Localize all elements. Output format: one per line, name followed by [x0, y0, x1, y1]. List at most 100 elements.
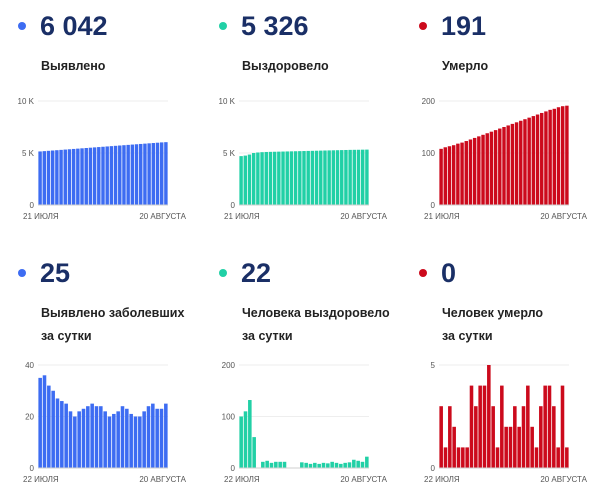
bar — [105, 146, 109, 205]
bar — [76, 148, 80, 205]
bar — [293, 151, 298, 205]
bar — [125, 408, 129, 468]
bar — [51, 390, 55, 468]
x-start-label: 21 ИЮЛЯ — [224, 212, 260, 221]
bar — [352, 149, 357, 205]
bar — [464, 141, 468, 205]
bar — [274, 461, 278, 468]
bar — [439, 406, 443, 468]
bar — [252, 437, 256, 468]
bar — [265, 460, 269, 468]
y-tick-label: 10 K — [18, 97, 35, 106]
bar — [94, 406, 99, 468]
bar — [548, 109, 552, 205]
bar — [556, 447, 560, 468]
bar — [508, 426, 513, 468]
bar — [465, 447, 469, 468]
bar — [101, 146, 105, 205]
bar — [523, 119, 527, 205]
bar — [519, 120, 523, 205]
bar — [248, 400, 252, 468]
bar — [109, 146, 114, 205]
bar — [97, 147, 101, 205]
bar — [260, 152, 264, 205]
bar — [531, 116, 536, 205]
bar — [443, 447, 448, 468]
bar — [365, 456, 369, 468]
bar — [314, 150, 319, 205]
bar — [38, 151, 42, 205]
bar — [513, 406, 517, 468]
bar — [42, 375, 47, 468]
bar — [239, 156, 243, 205]
bar — [155, 142, 160, 205]
stat-value: 25 — [40, 258, 71, 288]
bar — [527, 117, 531, 205]
stat-label: Выявлено — [41, 59, 106, 73]
bar — [86, 406, 90, 468]
bar — [277, 151, 281, 205]
bar — [543, 385, 547, 468]
bar — [502, 127, 506, 205]
bar — [139, 143, 143, 205]
y-tick-label: 0 — [431, 201, 436, 210]
bar — [298, 151, 302, 205]
x-start-label: 22 ИЮЛЯ — [23, 475, 59, 484]
bar — [552, 406, 556, 468]
bar — [500, 385, 504, 468]
bar-chart: 0 5 K 10 K 21 ИЮЛЯ 20 АВГУСТА — [18, 97, 187, 221]
panel-deaths: 191 Умерло 0 100 200 21 ИЮЛЯ 20 АВГУСТА — [415, 8, 605, 253]
bar — [495, 447, 500, 468]
bar — [60, 401, 64, 468]
bar — [514, 122, 519, 205]
bar — [451, 145, 456, 205]
stat-label: Выздоровело — [242, 59, 329, 73]
bar — [365, 149, 369, 205]
bar-chart: 0 100 200 21 ИЮЛЯ 20 АВГУСТА — [422, 97, 588, 221]
legend-dot — [219, 22, 227, 30]
bar — [122, 145, 126, 205]
bar — [352, 459, 356, 468]
bar — [319, 150, 323, 205]
bar — [268, 151, 273, 205]
legend-dot — [419, 269, 427, 277]
bar — [143, 143, 147, 205]
bar — [264, 151, 268, 205]
bar — [461, 447, 465, 468]
bar — [478, 385, 482, 468]
bar — [535, 114, 540, 205]
bar — [343, 462, 347, 468]
bar — [55, 398, 60, 468]
y-tick-label: 100 — [422, 149, 436, 158]
bar — [330, 461, 334, 468]
bar — [327, 150, 331, 205]
bar — [239, 416, 243, 468]
bar — [530, 426, 534, 468]
bar — [118, 145, 122, 205]
bar — [308, 463, 313, 468]
bar — [88, 147, 93, 205]
bar — [452, 426, 456, 468]
bar — [481, 134, 485, 205]
y-tick-label: 0 — [231, 464, 236, 473]
bar — [282, 461, 287, 468]
bar — [67, 149, 72, 205]
legend-dot — [219, 269, 227, 277]
bar — [47, 385, 51, 468]
bar — [90, 403, 94, 468]
legend-dot — [18, 269, 26, 277]
stat-label: за сутки — [242, 329, 293, 343]
panel-detected-daily: 25 Выявлено заболевших за сутки 0 20 40 22 ИЮЛ… — [14, 255, 214, 500]
bar — [81, 408, 86, 468]
bar — [155, 408, 159, 468]
bar-chart: 0 5 K 10 K 21 ИЮЛЯ 20 АВГУСТА — [219, 97, 388, 221]
y-tick-label: 5 — [431, 361, 436, 370]
bar — [289, 151, 294, 205]
bar — [112, 413, 116, 468]
x-end-label: 20 АВГУСТА — [340, 212, 387, 221]
bar — [334, 462, 339, 468]
bar — [356, 149, 361, 205]
y-tick-label: 10 K — [219, 97, 236, 106]
bar — [356, 460, 360, 468]
bar-chart: 0 20 40 22 ИЮЛЯ 20 АВГУСТА — [23, 361, 187, 484]
